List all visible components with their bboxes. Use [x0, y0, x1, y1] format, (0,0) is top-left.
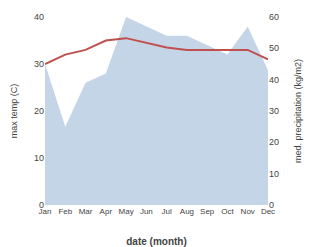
svg-text:Oct: Oct — [221, 207, 234, 216]
svg-text:40: 40 — [269, 75, 279, 85]
svg-text:Sep: Sep — [200, 207, 215, 216]
svg-text:Nov: Nov — [241, 207, 255, 216]
svg-text:Jul: Jul — [162, 207, 172, 216]
svg-text:Jan: Jan — [39, 207, 52, 216]
svg-text:60: 60 — [269, 12, 279, 22]
svg-text:0: 0 — [39, 200, 44, 210]
svg-text:50: 50 — [269, 43, 279, 53]
svg-text:10: 10 — [34, 153, 44, 163]
svg-text:0: 0 — [269, 200, 274, 210]
svg-text:med. precipitation (kg/m2): med. precipitation (kg/m2) — [293, 59, 303, 163]
svg-text:40: 40 — [34, 12, 44, 22]
svg-text:30: 30 — [34, 59, 44, 69]
svg-text:Apr: Apr — [100, 207, 113, 216]
svg-text:Dec: Dec — [261, 207, 275, 216]
svg-text:max temp (C): max temp (C) — [9, 84, 19, 139]
svg-text:May: May — [119, 207, 134, 216]
svg-text:Mar: Mar — [79, 207, 93, 216]
svg-text:Aug: Aug — [180, 207, 194, 216]
svg-text:date (month): date (month) — [126, 236, 187, 247]
svg-text:30: 30 — [269, 106, 279, 116]
svg-text:20: 20 — [34, 106, 44, 116]
svg-text:Feb: Feb — [58, 207, 72, 216]
svg-text:Jun: Jun — [140, 207, 153, 216]
svg-text:20: 20 — [269, 137, 279, 147]
svg-text:10: 10 — [269, 169, 279, 179]
